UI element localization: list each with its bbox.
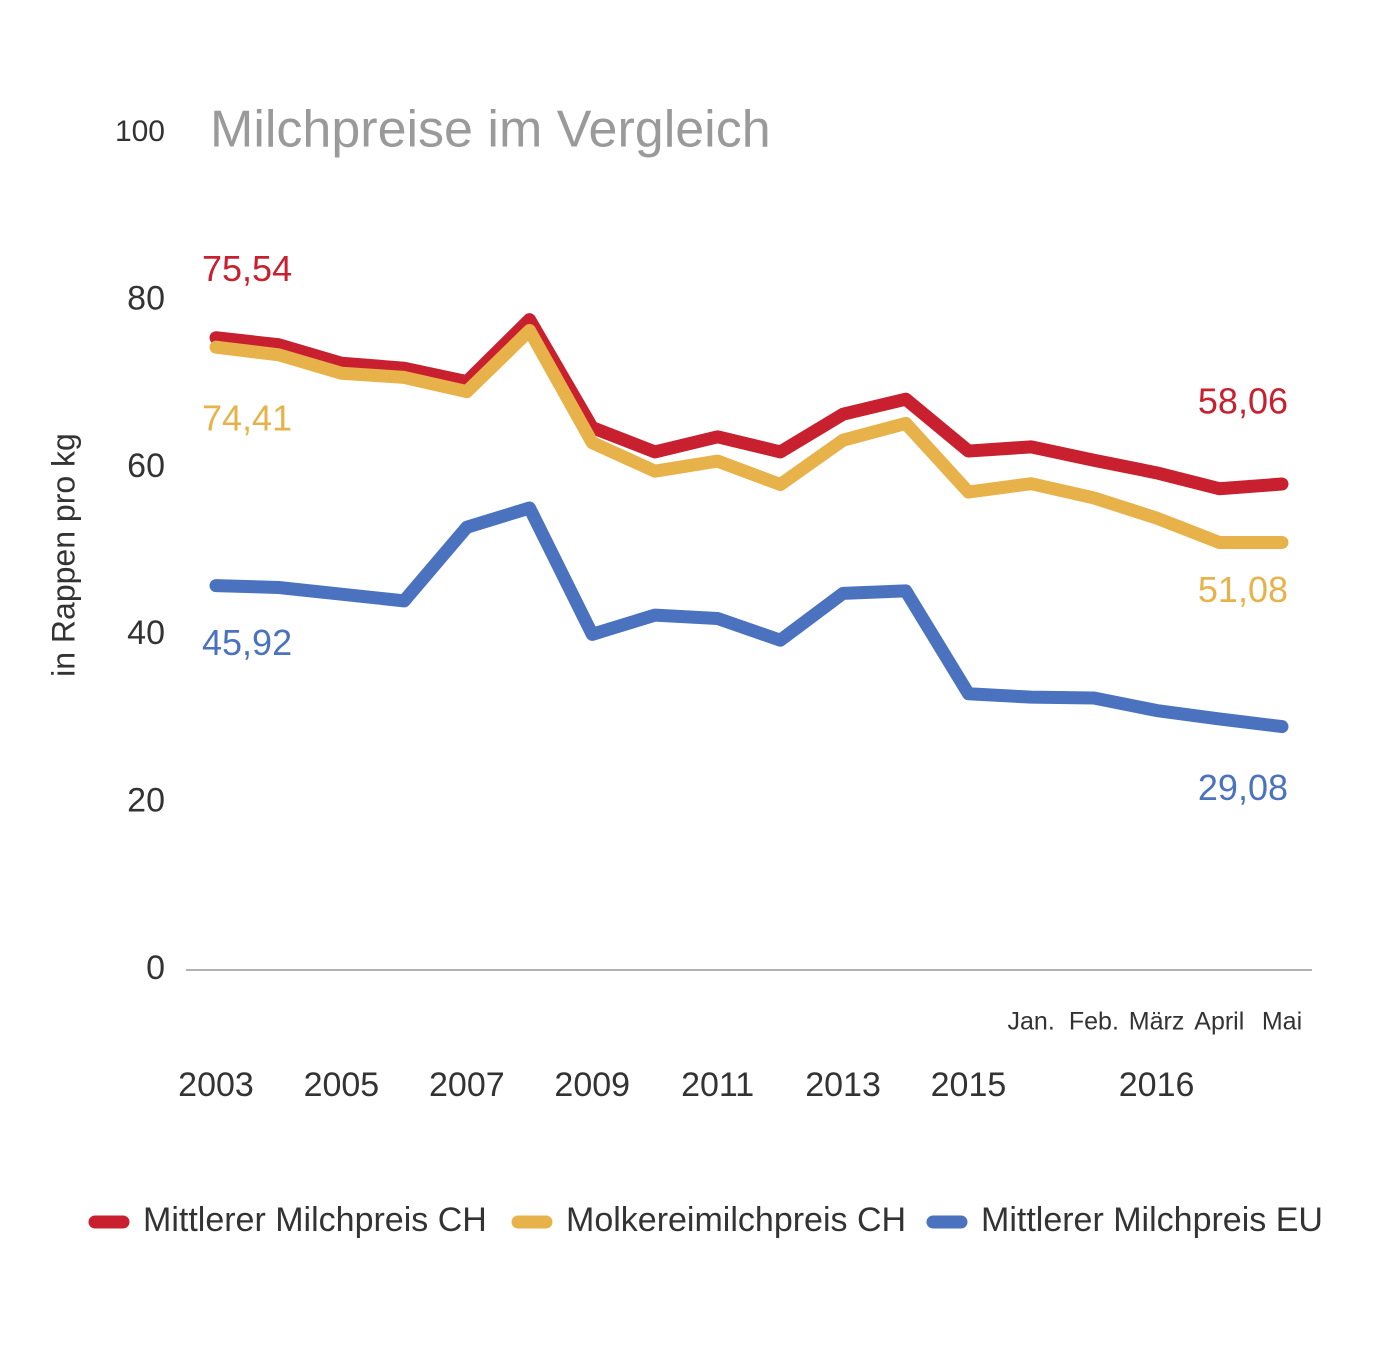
y-tick-label: 0 [146, 949, 165, 987]
x-group-label: 2016 [1119, 1066, 1195, 1104]
y-tick-label: 60 [127, 447, 165, 485]
x-tick-label: 2007 [429, 1066, 505, 1104]
data-label: 45,92 [202, 622, 292, 663]
data-label: 58,06 [1198, 381, 1288, 422]
data-label: 75,54 [202, 248, 292, 289]
x-tick-label: 2015 [931, 1066, 1007, 1104]
x-tick-label: 2011 [681, 1066, 754, 1104]
legend-label: Mittlerer Milchpreis EU [981, 1201, 1323, 1239]
y-tick-label: 20 [127, 782, 165, 820]
y-tick-label: 40 [127, 614, 165, 652]
x-tick-label: 2005 [304, 1066, 380, 1104]
line [209, 501, 1289, 734]
data-label: 74,41 [202, 398, 292, 439]
data-label: 51,08 [1198, 569, 1288, 610]
y-tick-label: 100 [115, 115, 165, 148]
x-tick-label: 2009 [554, 1066, 630, 1104]
x-tick-label: 2013 [805, 1066, 881, 1104]
chart-title: Milchpreise im Vergleich [210, 101, 771, 159]
y-tick-label: 80 [127, 279, 165, 317]
line [209, 313, 1289, 496]
legend-label: Mittlerer Milchpreis CH [143, 1201, 487, 1239]
line [209, 324, 1289, 549]
y-axis-label: in Rappen pro kg [45, 433, 81, 677]
x-tick-label: 2003 [178, 1066, 254, 1104]
data-label: 29,08 [1198, 767, 1288, 808]
x-tick-label: Mai [1262, 1008, 1302, 1036]
legend-label: Molkereimilchpreis CH [566, 1201, 906, 1239]
x-tick-label: Feb. [1069, 1008, 1119, 1036]
x-tick-label: März [1129, 1008, 1185, 1036]
x-tick-label: Jan. [1008, 1008, 1055, 1036]
x-tick-label: April [1194, 1008, 1244, 1036]
